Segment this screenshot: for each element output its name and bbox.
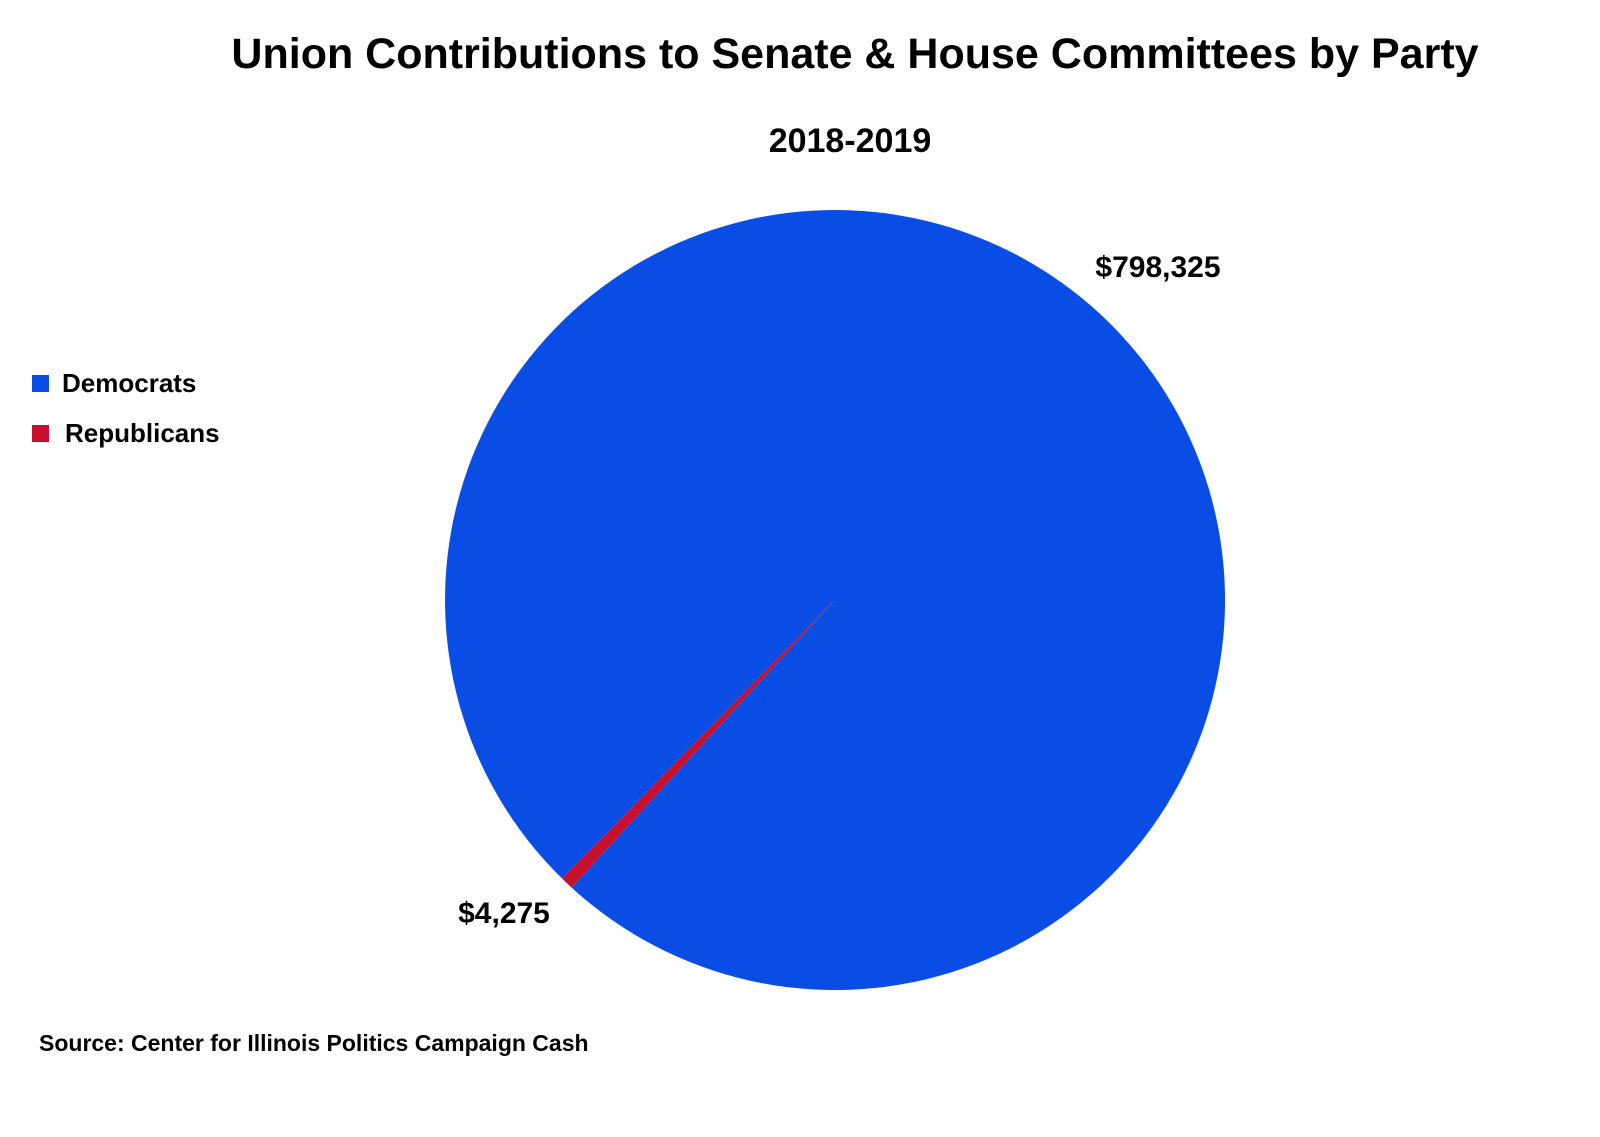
- legend-label-republicans: Republicans: [65, 417, 220, 448]
- pie-slice-democrats: [445, 210, 1226, 991]
- legend-item-democrats: Democrats: [32, 365, 220, 401]
- chart-title: Union Contributions to Senate & House Co…: [231, 30, 1479, 78]
- legend-swatch-democrats: [32, 374, 49, 392]
- legend-item-republicans: Republicans: [32, 415, 220, 451]
- legend: Democrats Republicans: [32, 365, 220, 465]
- chart-subtitle: 2018-2019: [768, 122, 932, 160]
- data-label-republicans: $4,275: [458, 897, 550, 930]
- legend-label-democrats: Democrats: [62, 367, 197, 398]
- source-note: Source: Center for Illinois Politics Cam…: [39, 1030, 589, 1056]
- pie-slices: [445, 210, 1226, 991]
- legend-swatch-republicans: [32, 424, 49, 442]
- pie-labels: $798,325 $4,275: [458, 251, 1220, 930]
- pie-slice-republicans: [562, 600, 835, 888]
- data-label-democrats: $798,325: [1095, 251, 1220, 284]
